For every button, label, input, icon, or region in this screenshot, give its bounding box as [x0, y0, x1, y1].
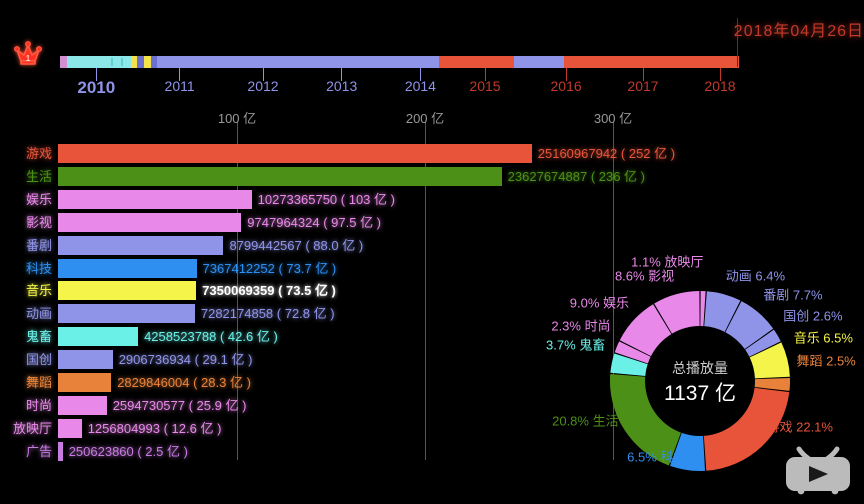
- svg-text:1: 1: [26, 53, 31, 63]
